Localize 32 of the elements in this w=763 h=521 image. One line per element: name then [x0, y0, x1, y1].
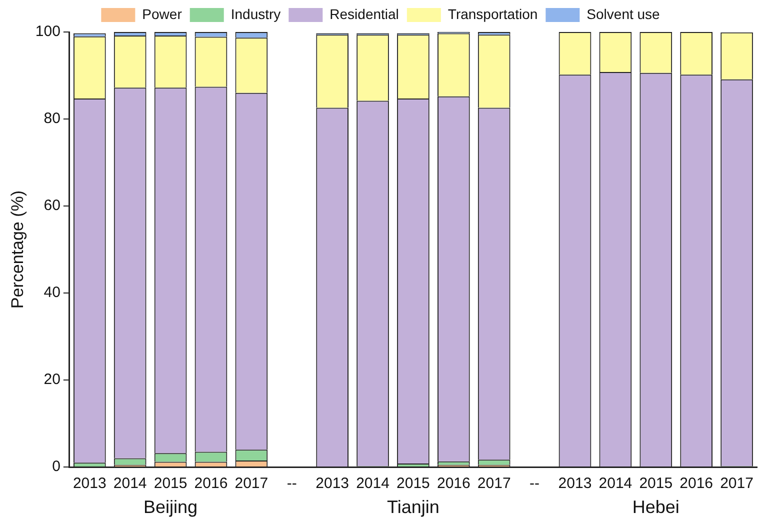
y-tick-label: 80: [44, 110, 60, 128]
y-tick-label: 0: [52, 458, 60, 476]
x-tick-label: 2016: [436, 475, 470, 492]
legend-label: Industry: [230, 6, 281, 22]
x-tick-label: 2017: [234, 475, 268, 492]
x-tick-label: 2013: [558, 475, 592, 492]
text: Hebei: [632, 496, 680, 517]
x-tick-label: --: [530, 475, 540, 492]
text: Beijing: [144, 496, 198, 517]
x-tick-label: 2017: [720, 475, 754, 492]
x-tick-label: 2015: [154, 475, 188, 492]
x-tick-label: 2015: [639, 475, 673, 492]
x-tick-label: 2016: [194, 475, 228, 492]
text: Tianjin: [387, 496, 440, 517]
x-tick-label: 2013: [316, 475, 350, 492]
y-tick-label: 20: [44, 371, 60, 388]
x-tick-label: 2016: [680, 475, 714, 492]
x-tick-label: 2013: [72, 475, 106, 492]
y-axis-title: Percentage (%): [8, 190, 27, 309]
y-tick-label: 40: [44, 284, 60, 302]
y-tick-label: 60: [44, 197, 60, 214]
legend-label: Transportation: [448, 6, 538, 22]
y-tick-label: 100: [35, 23, 60, 40]
x-tick-label: --: [286, 475, 297, 492]
x-tick-label: 2014: [356, 475, 390, 492]
x-tick-label: 2017: [477, 475, 511, 492]
legend-label: Power: [142, 6, 182, 22]
x-tick-label: 2014: [598, 475, 632, 492]
x-tick-label: 2014: [113, 475, 147, 492]
legend-label: Solvent use: [586, 6, 660, 22]
legend-label: Residential: [330, 6, 399, 22]
x-tick-label: 2015: [396, 475, 430, 492]
